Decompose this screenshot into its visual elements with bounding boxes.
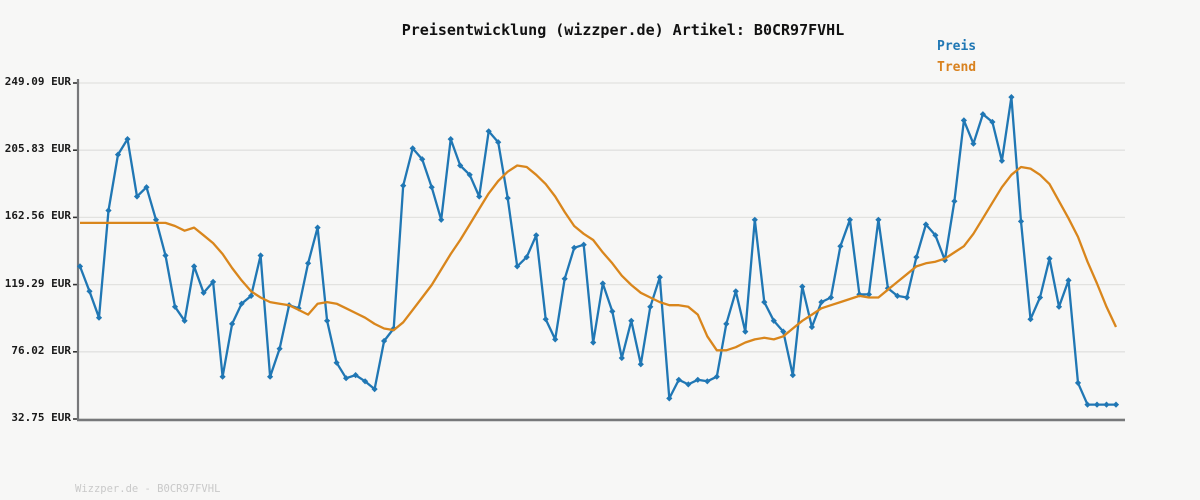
- y-tick-label: 76.02 EUR: [11, 343, 71, 357]
- legend-label-preis: Preis: [937, 39, 977, 54]
- watermark: Wizzper.de - B0CR97FVHL: [75, 483, 221, 495]
- y-tick-label: 249.09 EUR: [4, 75, 71, 88]
- legend-label-trend: Trend: [937, 60, 977, 75]
- y-tick-label: 205.83 EUR: [4, 142, 71, 156]
- chart-title: Preisentwicklung (wizzper.de) Artikel: B…: [401, 21, 845, 39]
- y-tick-label: 32.75 EUR: [11, 411, 71, 424]
- y-tick-label: 162.56 EUR: [4, 209, 71, 223]
- y-tick-label: 119.29 EUR: [4, 276, 71, 290]
- price-markers: [76, 94, 1120, 408]
- trend-line: [80, 164, 1118, 352]
- price-line: [78, 95, 1116, 406]
